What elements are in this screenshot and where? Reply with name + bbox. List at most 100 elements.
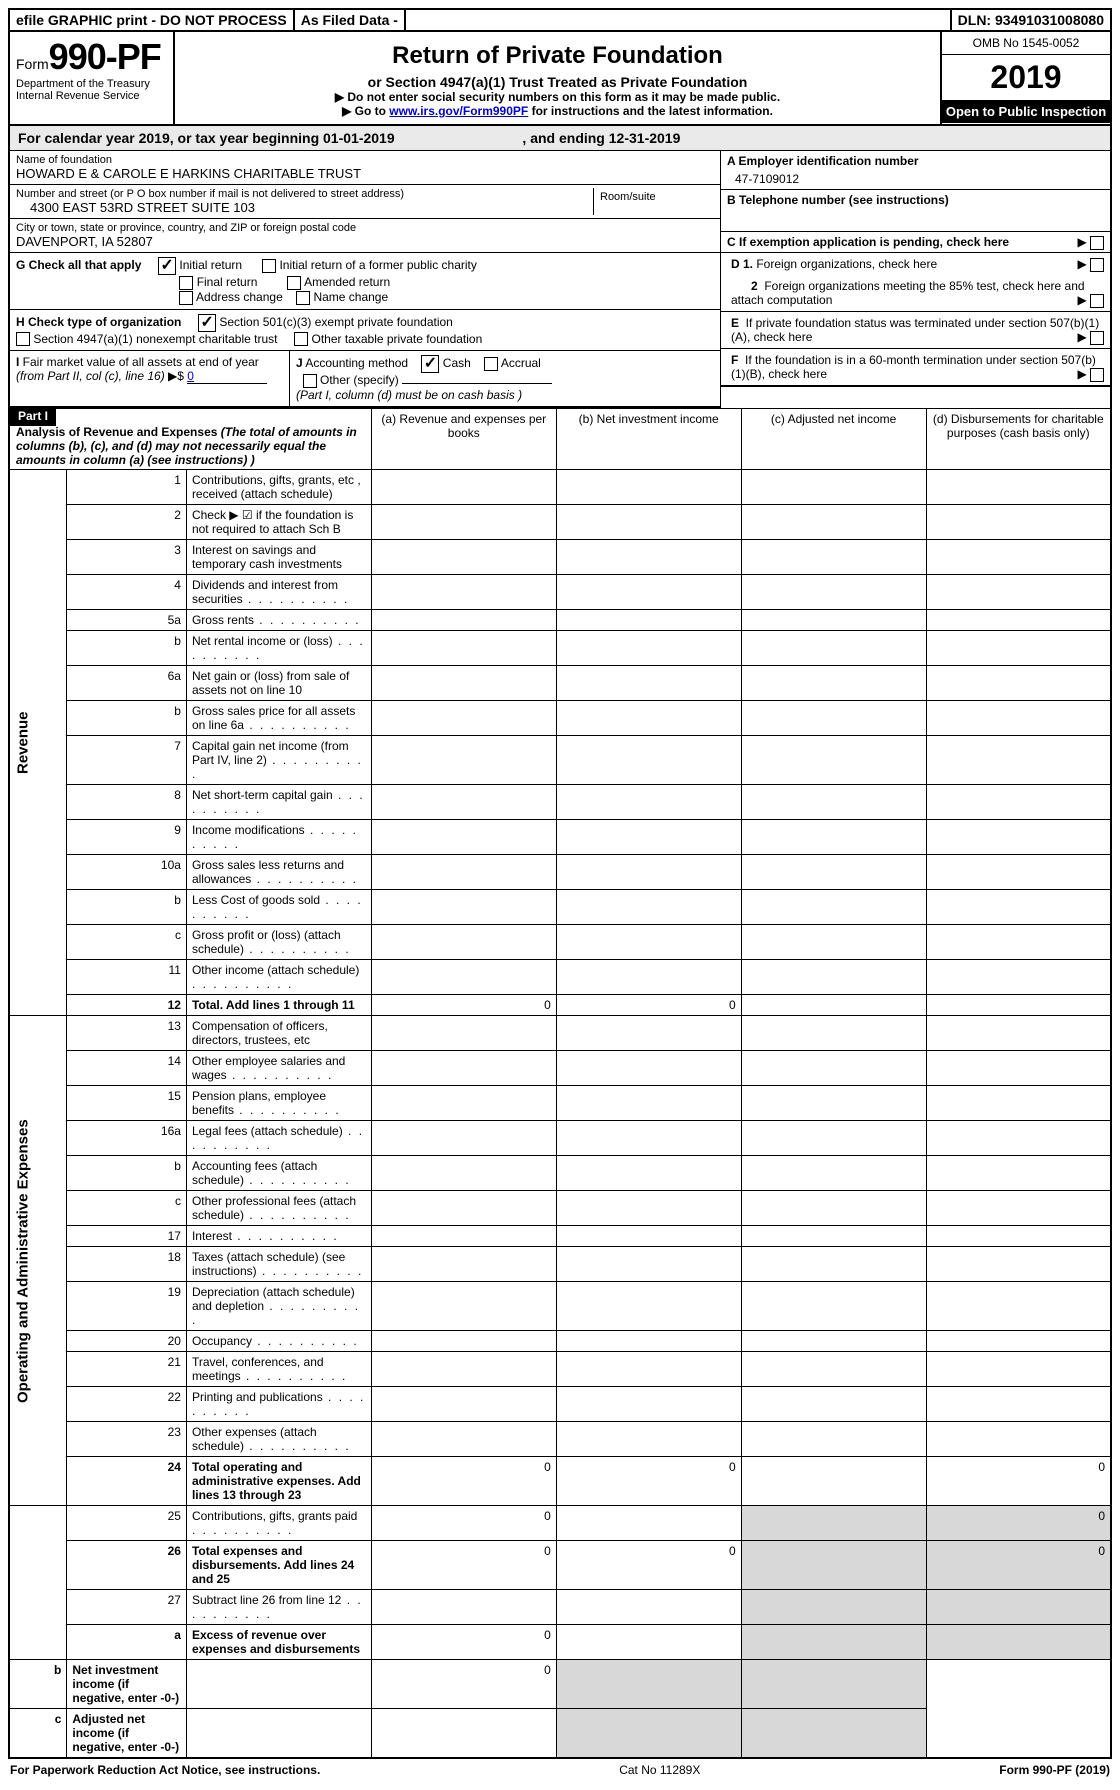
g-initial-checkbox[interactable]: ✓ (158, 257, 176, 275)
cell-b (556, 610, 741, 631)
line-description: Total expenses and disbursements. Add li… (186, 1541, 371, 1590)
address-cell: Number and street (or P O box number if … (10, 185, 720, 219)
cell-d (926, 785, 1111, 820)
cell-c (741, 1247, 926, 1282)
g-amended-checkbox[interactable] (287, 276, 301, 290)
g-name-checkbox[interactable] (296, 291, 310, 305)
cell-c (741, 575, 926, 610)
foundation-name-cell: Name of foundation HOWARD E & CAROLE E H… (10, 151, 720, 185)
cell-c (741, 631, 926, 666)
cell-c (741, 736, 926, 785)
address: 4300 EAST 53RD STREET SUITE 103 (16, 200, 593, 215)
table-row: 14Other employee salaries and wages (9, 1051, 1111, 1086)
cell-b (556, 1625, 741, 1660)
c-checkbox[interactable] (1090, 236, 1104, 250)
cell-c (741, 1121, 926, 1156)
j-other-checkbox[interactable] (303, 374, 317, 388)
cell-b (556, 1051, 741, 1086)
table-row: 16aLegal fees (attach schedule) (9, 1121, 1111, 1156)
cell-c (741, 1625, 926, 1660)
line-number: 13 (67, 1016, 187, 1051)
efile-notice: efile GRAPHIC print - DO NOT PROCESS (10, 10, 295, 30)
expenses-side-label: Operating and Administrative Expenses (9, 1016, 67, 1506)
line-description: Contributions, gifts, grants paid (186, 1506, 371, 1541)
cell-c (741, 890, 926, 925)
cell-a (371, 1387, 556, 1422)
cell-d (926, 925, 1111, 960)
g-opt-initial-former: Initial return of a former public charit… (279, 258, 476, 272)
cell-d (926, 855, 1111, 890)
line-number: 17 (67, 1226, 187, 1247)
cell-d (741, 1709, 926, 1759)
line-description: Other professional fees (attach schedule… (186, 1191, 371, 1226)
d2-checkbox[interactable] (1090, 294, 1104, 308)
g-address-checkbox[interactable] (179, 291, 193, 305)
dln: DLN: 93491031008080 (950, 10, 1110, 30)
cell-a: 0 (371, 995, 556, 1016)
cell-b (556, 736, 741, 785)
f-checkbox[interactable] (1090, 368, 1104, 382)
table-row: 8Net short-term capital gain (9, 785, 1111, 820)
cell-d (926, 1422, 1111, 1457)
table-row: 24Total operating and administrative exp… (9, 1457, 1111, 1506)
cell-b (556, 820, 741, 855)
irs-link[interactable]: www.irs.gov/Form990PF (389, 104, 528, 118)
line-number: 3 (67, 540, 187, 575)
line-number: 6a (67, 666, 187, 701)
line-number: b (67, 1156, 187, 1191)
header-line2: ▶ Go to www.irs.gov/Form990PF for instru… (185, 104, 930, 118)
h-other-checkbox[interactable] (294, 332, 308, 346)
cell-b (556, 1331, 741, 1352)
cell-b (556, 666, 741, 701)
cell-a (371, 820, 556, 855)
h-501c3-checkbox[interactable]: ✓ (198, 314, 216, 332)
cell-b (556, 1506, 741, 1541)
line-number: 8 (67, 785, 187, 820)
cell-c (741, 1282, 926, 1331)
cell-b (556, 1086, 741, 1121)
line-number: 5a (67, 610, 187, 631)
table-row: cOther professional fees (attach schedul… (9, 1191, 1111, 1226)
spacer (406, 18, 950, 22)
e-checkbox[interactable] (1090, 331, 1104, 345)
table-row: 22Printing and publications (9, 1387, 1111, 1422)
g-initial-former-checkbox[interactable] (262, 259, 276, 273)
cal-text2: , and ending (522, 130, 608, 146)
cell-c (741, 1506, 926, 1541)
j-accrual-checkbox[interactable] (484, 357, 498, 371)
cell-b: 0 (371, 1660, 556, 1709)
cell-a (371, 666, 556, 701)
cell-b (556, 785, 741, 820)
cell-b (556, 701, 741, 736)
g-final-checkbox[interactable] (179, 276, 193, 290)
cell-c (741, 960, 926, 995)
cell-b (556, 1387, 741, 1422)
col-c-hdr: (c) Adjusted net income (741, 409, 926, 470)
cell-d (926, 1051, 1111, 1086)
d1-row: D 1. Foreign organizations, check here ▶ (721, 253, 1110, 275)
j-col: J Accounting method ✓ Cash Accrual Other… (290, 351, 720, 406)
line-number: 18 (67, 1247, 187, 1282)
cell-d (926, 1016, 1111, 1051)
fmv-value[interactable]: 0 (187, 369, 267, 384)
d1-checkbox[interactable] (1090, 258, 1104, 272)
h-4947-checkbox[interactable] (16, 332, 30, 346)
j-cash-checkbox[interactable]: ✓ (421, 355, 439, 373)
cell-c (741, 1457, 926, 1506)
calendar-year-row: For calendar year 2019, or tax year begi… (8, 126, 1112, 151)
cell-a: 0 (371, 1506, 556, 1541)
form-subtitle: or Section 4947(a)(1) Trust Treated as P… (185, 74, 930, 90)
cell-b: 0 (556, 1457, 741, 1506)
table-row: 3Interest on savings and temporary cash … (9, 540, 1111, 575)
cell-a (371, 1156, 556, 1191)
line-number: 16a (67, 1121, 187, 1156)
line-description: Net gain or (loss) from sale of assets n… (186, 666, 371, 701)
cell-a (186, 1709, 371, 1759)
table-row: 27Subtract line 26 from line 12 (9, 1590, 1111, 1625)
cell-a (186, 1660, 371, 1709)
table-row: 25Contributions, gifts, grants paid00 (9, 1506, 1111, 1541)
cell-d (926, 666, 1111, 701)
cell-d (926, 1226, 1111, 1247)
line2-post: for instructions and the latest informat… (528, 104, 773, 118)
cell-d (926, 540, 1111, 575)
